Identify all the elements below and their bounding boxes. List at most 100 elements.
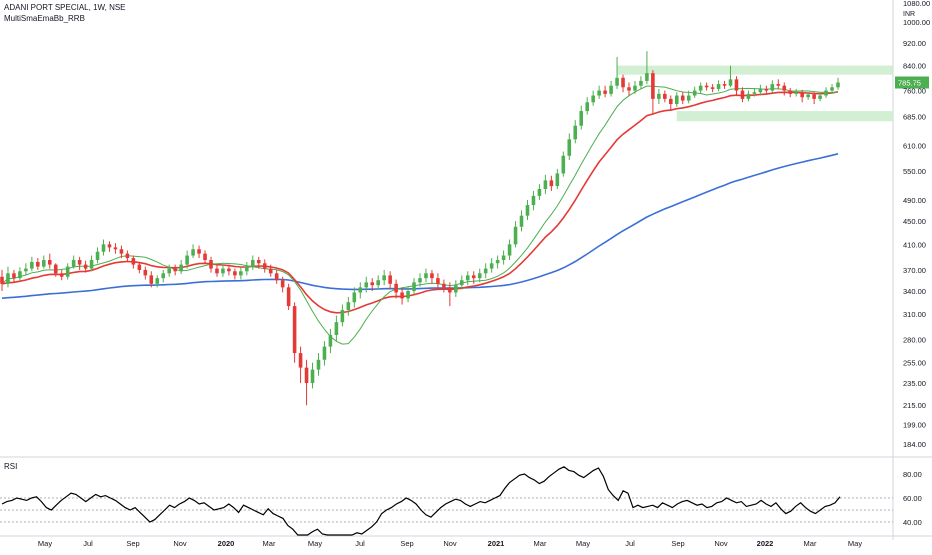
candle-down bbox=[286, 287, 291, 307]
price-tick-label: 310.00 bbox=[903, 310, 926, 319]
candle-up bbox=[591, 95, 595, 103]
candle-up bbox=[42, 260, 46, 267]
candle-up bbox=[758, 88, 763, 93]
candle-up bbox=[609, 85, 613, 94]
time-tick-label: Jul bbox=[355, 539, 365, 548]
price-tick-label: 1000.00 bbox=[903, 18, 930, 27]
candle-up bbox=[310, 369, 315, 384]
candle-up bbox=[328, 334, 333, 347]
candle-up bbox=[615, 77, 619, 86]
time-tick-label: Mar bbox=[263, 539, 276, 548]
candle-up bbox=[358, 287, 363, 293]
candle-down bbox=[400, 292, 404, 299]
candle-up bbox=[639, 80, 643, 86]
candle-up bbox=[251, 260, 255, 267]
candle-down bbox=[113, 247, 118, 250]
price-tick-label: 215.00 bbox=[903, 401, 926, 410]
candle-up bbox=[794, 92, 798, 94]
candle-up bbox=[65, 266, 70, 277]
candle-down bbox=[800, 92, 804, 98]
candle-down bbox=[256, 260, 261, 264]
candle-up bbox=[334, 322, 339, 335]
candle-down bbox=[740, 90, 745, 99]
time-axis[interactable]: May Jul Sep Nov 2020 Mar May Jul Sep Nov 2021 Mar Ma… bbox=[38, 539, 862, 548]
price-tick-label: 370.00 bbox=[903, 266, 926, 275]
candle-down bbox=[149, 275, 154, 284]
candle-down bbox=[651, 73, 655, 99]
candle-down bbox=[77, 260, 82, 265]
moving-average-lines bbox=[1, 85, 839, 345]
candle-up bbox=[728, 79, 733, 86]
candle-down bbox=[370, 282, 375, 286]
candle-up bbox=[657, 93, 661, 99]
time-tick-label: Mar bbox=[534, 539, 547, 548]
candle-up bbox=[633, 85, 637, 91]
candle-down bbox=[197, 249, 201, 254]
candle-up bbox=[555, 173, 560, 187]
candle-down bbox=[782, 85, 787, 91]
price-tick-label: 450.00 bbox=[903, 217, 926, 226]
candle-up bbox=[101, 244, 106, 252]
symbol-title: ADANI PORT SPECIAL, 1W, NSE bbox=[4, 3, 126, 12]
candle-up bbox=[561, 155, 566, 174]
candle-up bbox=[830, 87, 834, 91]
candle-down bbox=[436, 278, 440, 284]
candle-up bbox=[567, 139, 572, 156]
candle-up bbox=[340, 310, 345, 323]
price-tick-label: 610.00 bbox=[903, 141, 926, 150]
price-tick-label: 235.00 bbox=[903, 379, 926, 388]
indicator-title: MultiSmaEmaBb_RRB bbox=[4, 14, 85, 23]
time-tick-label: Jul bbox=[83, 539, 93, 548]
candle-down bbox=[298, 353, 303, 368]
rsi-line bbox=[1, 466, 841, 536]
candle-up bbox=[579, 111, 584, 126]
candle-up bbox=[191, 249, 195, 256]
candle-up bbox=[585, 102, 589, 112]
candle-up bbox=[89, 260, 94, 269]
candle-up bbox=[24, 268, 28, 272]
candle-down bbox=[663, 93, 667, 99]
candle-down bbox=[621, 77, 625, 88]
candle-up bbox=[836, 82, 840, 88]
candle-up bbox=[818, 95, 822, 99]
sma-mid-line bbox=[1, 91, 839, 314]
candle-up bbox=[352, 292, 357, 303]
candle-down bbox=[549, 180, 554, 187]
candle-down bbox=[627, 87, 631, 91]
candle-up bbox=[770, 84, 775, 91]
candle-up bbox=[746, 93, 751, 99]
candle-up bbox=[245, 266, 249, 272]
candle-down bbox=[203, 253, 207, 261]
candle-down bbox=[262, 263, 267, 269]
time-tick-label: May bbox=[848, 539, 862, 548]
candle-down bbox=[603, 90, 607, 94]
candle-down bbox=[471, 275, 476, 279]
time-tick-label: Sep bbox=[126, 539, 139, 548]
candle-up bbox=[179, 264, 183, 272]
candle-down bbox=[722, 84, 727, 86]
candle-down bbox=[448, 287, 452, 293]
candle-down bbox=[394, 283, 398, 293]
price-tick-label: 340.00 bbox=[903, 287, 926, 296]
price-axis[interactable]: 1080.00 1000.00 920.00 840.00 760.00 685.00 61… bbox=[895, 0, 930, 449]
resistance-zone bbox=[617, 65, 893, 75]
candle-up bbox=[692, 90, 697, 96]
candle-up bbox=[537, 188, 542, 196]
candle-up bbox=[185, 255, 189, 265]
candle-down bbox=[119, 249, 124, 254]
candle-up bbox=[573, 125, 578, 140]
time-tick-label: Mar bbox=[804, 539, 817, 548]
candle-down bbox=[812, 94, 816, 99]
price-tick-label: 199.00 bbox=[903, 420, 926, 429]
candle-down bbox=[143, 269, 148, 276]
candle-up bbox=[698, 85, 703, 91]
candle-down bbox=[137, 264, 142, 270]
candle-down bbox=[280, 280, 285, 288]
candle-up bbox=[6, 273, 10, 284]
candle-down bbox=[227, 268, 231, 272]
price-tick-label: 280.00 bbox=[903, 335, 926, 344]
candle-up bbox=[71, 260, 76, 267]
rsi-tick-label: 80.00 bbox=[903, 470, 922, 479]
candle-up bbox=[543, 180, 548, 189]
candle-up bbox=[30, 261, 34, 269]
